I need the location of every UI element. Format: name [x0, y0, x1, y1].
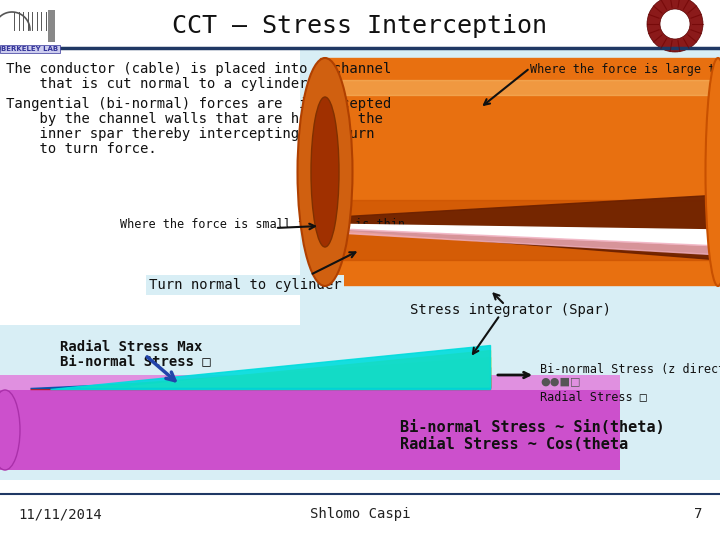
Bar — [48, 10, 55, 42]
Polygon shape — [320, 200, 720, 260]
Text: BERKELEY LAB: BERKELEY LAB — [1, 46, 58, 52]
Text: Radial Stress □: Radial Stress □ — [540, 390, 647, 403]
Text: ●●■□: ●●■□ — [540, 376, 580, 386]
Ellipse shape — [311, 97, 339, 247]
Text: Tangential (bi-normal) forces are  intercepted: Tangential (bi-normal) forces are interc… — [6, 97, 391, 111]
Ellipse shape — [706, 58, 720, 286]
Text: by the channel walls that are held by the: by the channel walls that are held by th… — [6, 112, 383, 126]
Ellipse shape — [0, 390, 20, 470]
Polygon shape — [320, 224, 720, 246]
Polygon shape — [320, 195, 720, 260]
Polygon shape — [320, 58, 720, 285]
Polygon shape — [50, 345, 490, 389]
Wedge shape — [647, 0, 703, 52]
Text: Where the force is large the rib is thick: Where the force is large the rib is thic… — [530, 63, 720, 76]
Text: 7: 7 — [693, 507, 702, 521]
Text: Radial Stress Max: Radial Stress Max — [60, 340, 202, 354]
Polygon shape — [320, 228, 720, 255]
Text: Turn normal to cylinder: Turn normal to cylinder — [149, 278, 341, 292]
Ellipse shape — [297, 58, 353, 286]
Bar — [0, 375, 620, 390]
Text: inner spar thereby intercepting the turn: inner spar thereby intercepting the turn — [6, 127, 374, 141]
Text: CCT – Stress Interception: CCT – Stress Interception — [173, 14, 547, 38]
Text: Bi-normal Stress (z direction): Bi-normal Stress (z direction) — [540, 363, 720, 376]
Text: Bi-normal Stress □: Bi-normal Stress □ — [60, 354, 211, 368]
Text: Bi-normal Stress ~ Sin(theta): Bi-normal Stress ~ Sin(theta) — [400, 420, 665, 435]
Text: Stress integrator (Spar): Stress integrator (Spar) — [410, 303, 611, 317]
Bar — [300, 50, 720, 325]
Text: The conductor (cable) is placed into a channel: The conductor (cable) is placed into a c… — [6, 62, 391, 76]
Text: Radial Stress ~ Cos(theta: Radial Stress ~ Cos(theta — [400, 437, 628, 452]
Polygon shape — [320, 80, 720, 95]
Polygon shape — [130, 350, 490, 386]
Bar — [0, 390, 620, 470]
Polygon shape — [30, 377, 490, 389]
Text: Shlomo Caspi: Shlomo Caspi — [310, 507, 410, 521]
Polygon shape — [80, 357, 490, 387]
Text: that is cut normal to a cylinder.: that is cut normal to a cylinder. — [6, 77, 316, 91]
Bar — [0, 325, 720, 480]
Text: Where the force is small the rib is thin: Where the force is small the rib is thin — [120, 219, 405, 232]
Polygon shape — [30, 367, 490, 388]
Text: to turn force.: to turn force. — [6, 142, 157, 156]
Text: 11/11/2014: 11/11/2014 — [18, 507, 102, 521]
